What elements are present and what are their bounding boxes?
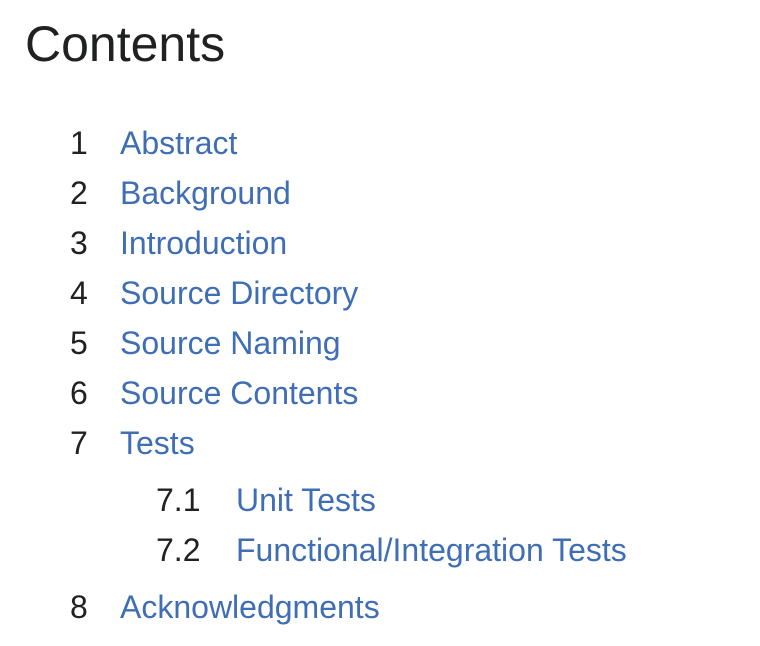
toc-number: 6	[70, 375, 88, 411]
toc-link-source-contents[interactable]: Source Contents	[120, 375, 359, 411]
toc-link-source-directory[interactable]: Source Directory	[120, 275, 359, 311]
toc-number: 3	[70, 225, 88, 261]
toc-number: 8	[70, 589, 88, 625]
toc-link-introduction[interactable]: Introduction	[120, 225, 288, 261]
toc-link-unit-tests[interactable]: Unit Tests	[236, 482, 376, 518]
toc-link-acknowledgments[interactable]: Acknowledgments	[120, 589, 380, 625]
toc-number: 5	[70, 325, 88, 361]
toc-link-background[interactable]: Background	[120, 175, 291, 211]
toc-number: 7.1	[156, 482, 201, 518]
toc-number: 7	[70, 425, 88, 461]
toc-number: 7.2	[156, 532, 201, 568]
toc-title: Contents	[25, 16, 226, 72]
toc-number: 2	[70, 175, 88, 211]
toc-number: 1	[70, 125, 88, 161]
toc-link-functional-integration-tests[interactable]: Functional/Integration Tests	[236, 532, 627, 568]
toc-link-source-naming[interactable]: Source Naming	[120, 325, 341, 361]
toc-link-abstract[interactable]: Abstract	[120, 125, 238, 161]
toc-number: 4	[70, 275, 88, 311]
toc-link-tests[interactable]: Tests	[120, 425, 195, 461]
